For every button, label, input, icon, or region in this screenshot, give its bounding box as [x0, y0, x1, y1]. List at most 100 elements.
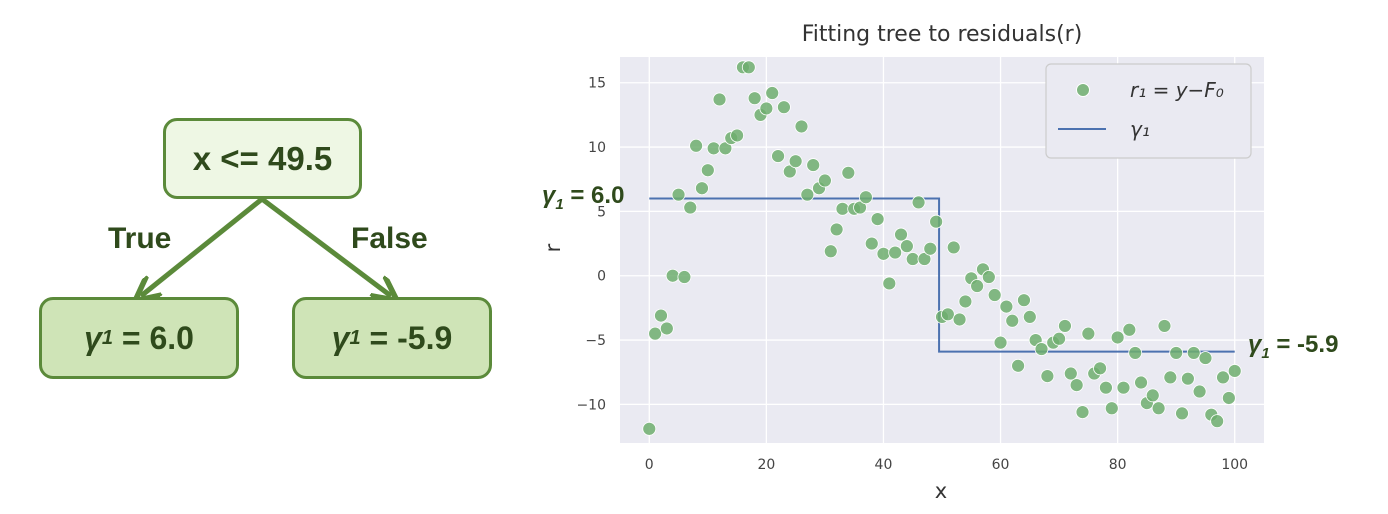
residual-point — [1128, 346, 1143, 360]
annotation-left-sub: 1 — [555, 195, 564, 213]
residual-point — [905, 252, 920, 266]
residual-point — [648, 326, 663, 341]
residual-point — [1017, 293, 1031, 308]
residual-point — [741, 60, 756, 75]
residual-point — [946, 240, 961, 255]
residual-point — [818, 173, 832, 188]
residual-point — [1110, 330, 1125, 345]
residual-point — [899, 239, 914, 254]
residual-point — [1093, 361, 1107, 376]
residual-point — [993, 335, 1008, 350]
residual-point — [1157, 319, 1172, 333]
residual-point — [1227, 364, 1242, 378]
residual-point — [794, 119, 809, 134]
residual-point — [958, 294, 973, 309]
residual-point — [841, 165, 856, 180]
residual-point — [864, 236, 879, 251]
tree-leaf-right-value: = -5.9 — [360, 319, 453, 356]
y-tick-label: 0 — [597, 269, 606, 285]
residual-point — [1198, 351, 1213, 365]
residual-point — [654, 308, 668, 323]
residual-point — [665, 268, 680, 283]
residual-point — [1175, 406, 1189, 421]
residual-point — [695, 181, 709, 196]
residual-point — [706, 141, 721, 156]
tree-false-label: False — [351, 222, 428, 255]
annotation-left-symbol: γ — [542, 182, 556, 209]
residual-point — [952, 312, 967, 327]
residual-point — [1069, 378, 1084, 393]
residual-point — [940, 307, 955, 322]
residual-point — [671, 187, 686, 202]
residual-point — [1210, 414, 1225, 429]
residual-point — [835, 201, 850, 216]
residual-point — [1151, 401, 1166, 416]
residual-point — [765, 86, 780, 100]
residual-point — [777, 100, 791, 115]
residual-point — [823, 244, 838, 259]
residual-point — [876, 246, 891, 261]
residual-point — [1011, 358, 1026, 373]
residual-point — [882, 276, 897, 291]
chart-title: Fitting tree to residuals(r) — [802, 22, 1083, 47]
tree-leaf-right-sub: 1 — [349, 326, 361, 349]
residual-point — [683, 200, 698, 215]
residual-point — [1122, 322, 1137, 337]
residual-point — [1104, 401, 1119, 416]
residual-point — [981, 270, 996, 284]
residual-point — [782, 164, 797, 179]
x-tick-label: 20 — [757, 457, 775, 473]
residual-point — [788, 154, 803, 169]
x-tick-label: 100 — [1221, 457, 1248, 473]
residual-point — [1169, 346, 1184, 360]
tree-leaf-right-symbol: γ — [331, 319, 350, 356]
residual-point — [1052, 331, 1066, 346]
tree-edge-false — [260, 197, 391, 296]
residual-point — [987, 288, 1002, 302]
legend-box — [1045, 63, 1252, 159]
residual-point — [759, 101, 774, 116]
residual-point — [917, 252, 932, 266]
annotation-right-symbol: γ — [1248, 331, 1262, 358]
residual-point — [730, 128, 744, 143]
residual-point — [858, 190, 873, 205]
tree-edge-true — [141, 197, 264, 296]
tree-leaf-left-sub: 1 — [101, 326, 113, 349]
residual-point — [700, 163, 715, 178]
residual-point — [1134, 375, 1148, 390]
scatter-points — [642, 60, 1242, 436]
residual-point — [1040, 369, 1055, 383]
residual-point — [929, 214, 944, 229]
tree-root-label: x <= 49.5 — [192, 139, 333, 177]
residual-point — [923, 241, 938, 256]
y-tick-label: 10 — [588, 140, 606, 156]
residual-point — [806, 158, 821, 172]
annotation-left: γ1 = 6.0 — [542, 182, 624, 213]
residual-point — [1075, 405, 1090, 420]
legend-label-residual: r₁ = y−F₀ — [1130, 78, 1224, 102]
residual-point — [1116, 380, 1131, 395]
residual-point — [1022, 310, 1037, 324]
annotation-right-sub: 1 — [1261, 344, 1270, 362]
residual-chart: 0 20 40 60 80 100 −10 −5 0 5 10 15 Fitting tree to … — [541, 22, 1264, 503]
residual-point — [771, 149, 785, 163]
x-axis-label: x — [935, 479, 947, 503]
x-tick-label: 80 — [1109, 457, 1127, 473]
residual-point — [800, 187, 815, 202]
tree-leaf-left-value: = 6.0 — [112, 319, 194, 356]
residual-point — [888, 245, 903, 260]
residual-point — [659, 321, 674, 336]
residual-point — [1180, 371, 1195, 386]
y-tick-label: −5 — [585, 333, 606, 349]
step-function — [649, 197, 1235, 353]
residual-point — [1063, 366, 1078, 381]
residual-point — [1216, 370, 1230, 385]
tree-root-node: x <= 49.5 — [163, 118, 362, 199]
residual-point — [1058, 319, 1072, 333]
tick-labels: 0 20 40 60 80 100 −10 −5 0 5 10 15 — [576, 76, 1248, 473]
residual-point — [1221, 391, 1236, 405]
residual-point — [718, 141, 733, 156]
residual-point — [1163, 370, 1178, 385]
